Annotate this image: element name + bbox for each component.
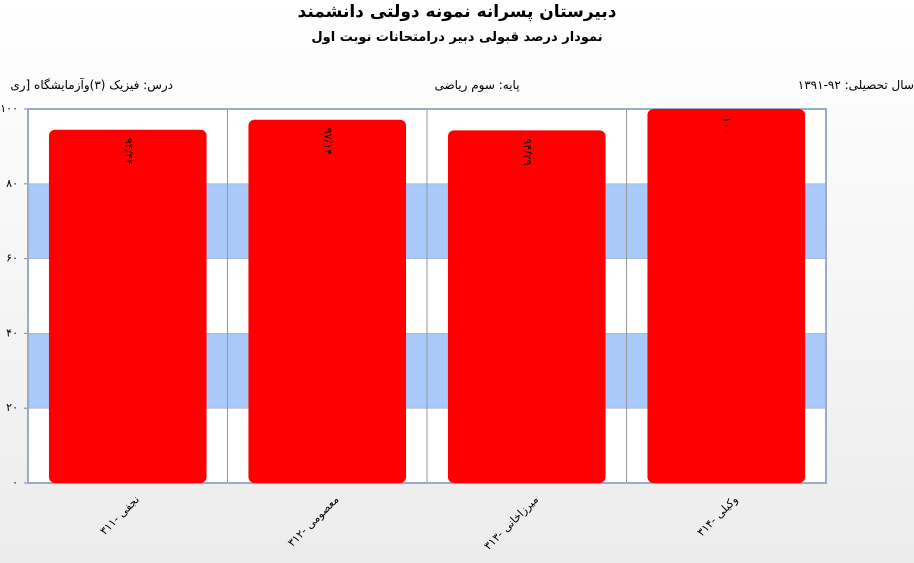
bar: [248, 119, 407, 483]
x-tick-label: نجفی -۳۱۱: [97, 493, 142, 538]
y-tick-label: ۱۰۰: [0, 102, 18, 115]
y-tick-label: ۴۰: [6, 326, 18, 339]
course-label: درس: فیزیک (۳)وآزمایشگاه [ری: [10, 78, 173, 92]
y-tick-label: ۶۰: [6, 252, 18, 265]
y-tick-label: ۲۰: [6, 401, 18, 414]
bar: [647, 109, 806, 483]
bar: [447, 130, 606, 483]
value-label: ۱۰۰: [720, 117, 733, 135]
value-label: ۹۴/۲۹: [521, 138, 534, 165]
value-label: ۹۷/۱۴: [321, 128, 334, 155]
x-tick-label: میرزاخانی -۳۱۳: [481, 493, 541, 553]
year-label: سال تحصیلی: ۹۲-۱۳۹۱: [797, 78, 914, 92]
y-tick-label: ۸۰: [6, 177, 18, 190]
bar: [48, 129, 207, 483]
value-label: ۹۴/۴۴: [122, 138, 135, 165]
plot-border: [27, 108, 827, 484]
y-tick-label: ۰: [12, 476, 18, 489]
chart-title: دبیرستان پسرانه نمونه دولتی دانشمند: [297, 2, 617, 22]
grade-label: پایه: سوم ریاضی: [434, 78, 520, 92]
x-tick-label: وکیلی -۳۱۴: [695, 493, 741, 539]
x-tick-label: معصومی -۳۱۲: [285, 493, 341, 549]
chart-subtitle: نمودار درصد قبولی دبیر درامتحانات نوبت ا…: [311, 30, 603, 45]
